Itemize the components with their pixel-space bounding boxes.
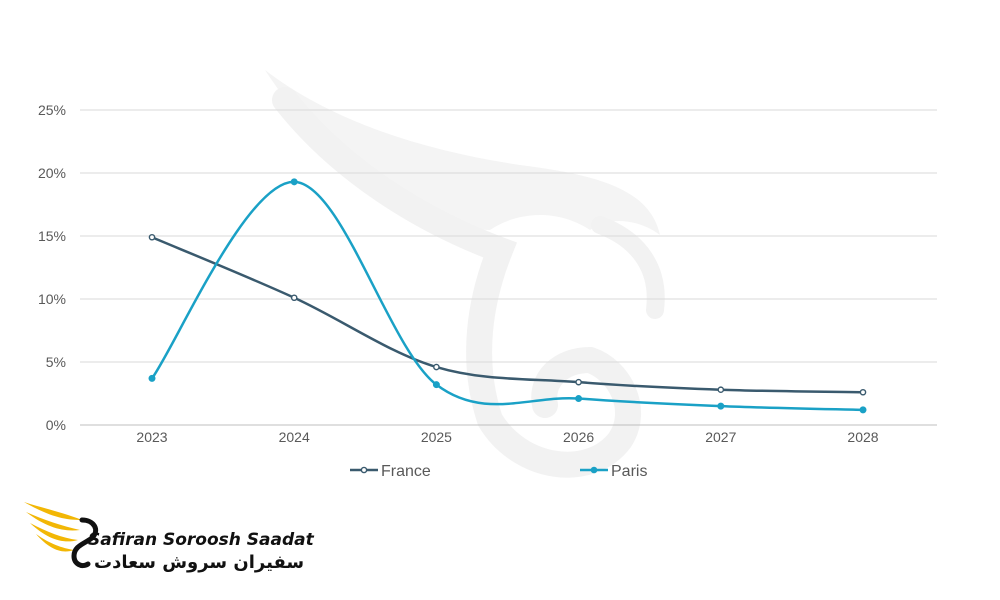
data-point-france xyxy=(717,386,725,394)
y-tick-label: 10% xyxy=(38,291,66,307)
legend-label: France xyxy=(381,463,431,480)
legend-marker xyxy=(590,466,598,474)
wing-logo-icon xyxy=(24,502,99,569)
y-tick-label: 25% xyxy=(38,102,66,118)
x-axis-ticks: 2023 2024 2025 2026 2027 2028 xyxy=(136,429,878,445)
x-tick-label: 2028 xyxy=(847,429,878,445)
x-tick-label: 2023 xyxy=(136,429,167,445)
data-point-paris xyxy=(859,406,867,414)
y-axis-ticks: 0% 5% 10% 15% 20% 25% xyxy=(38,102,66,433)
data-point-paris xyxy=(432,381,440,389)
watermark-logo xyxy=(265,70,665,478)
y-tick-label: 5% xyxy=(46,354,66,370)
brand-name-fa: سفیران سروش سعادت xyxy=(94,552,305,573)
data-point-france xyxy=(148,233,156,241)
legend-label: Paris xyxy=(611,463,647,480)
data-point-france xyxy=(575,378,582,386)
y-tick-label: 20% xyxy=(38,165,66,181)
y-tick-label: 0% xyxy=(46,417,66,433)
x-tick-label: 2024 xyxy=(279,429,310,445)
brand-logo: Safiran Soroosh Saadat سفیران سروش سعادت xyxy=(22,490,314,580)
data-point-france xyxy=(859,388,867,396)
gridlines xyxy=(80,109,937,426)
series-line-france xyxy=(151,236,864,394)
brand-name-en: Safiran Soroosh Saadat xyxy=(88,530,314,550)
y-tick-label: 15% xyxy=(38,228,66,244)
data-point-france xyxy=(290,294,298,302)
legend: France Paris xyxy=(350,463,647,480)
x-tick-label: 2027 xyxy=(705,429,736,445)
legend-marker xyxy=(360,466,368,474)
data-point-paris xyxy=(717,402,725,410)
series-lines xyxy=(148,178,867,414)
data-point-paris xyxy=(575,395,583,403)
data-point-paris xyxy=(148,374,156,382)
data-point-paris xyxy=(290,178,298,186)
x-tick-label: 2026 xyxy=(563,429,594,445)
x-tick-label: 2025 xyxy=(421,429,452,445)
data-point-france xyxy=(433,363,440,371)
